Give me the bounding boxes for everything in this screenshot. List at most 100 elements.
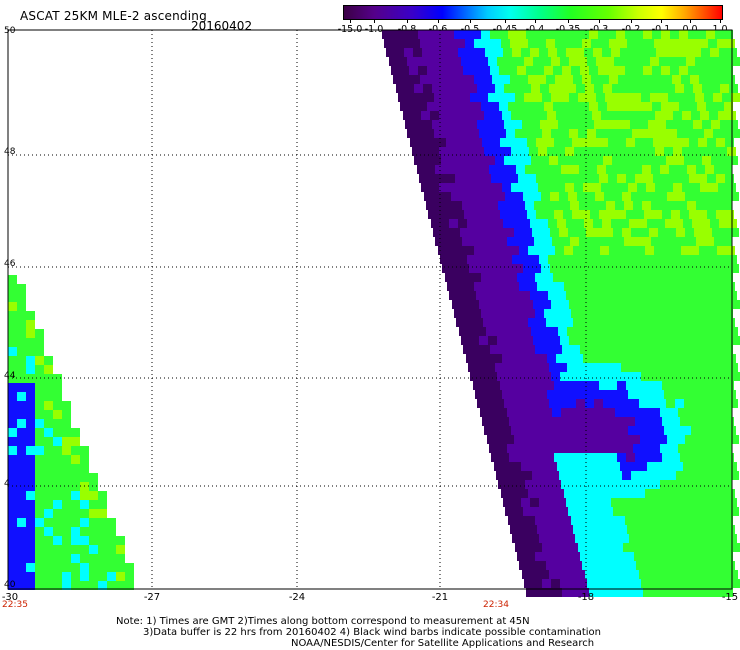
map-frame (7, 29, 733, 590)
wind-cell (53, 500, 62, 509)
wind-cell (549, 399, 558, 408)
wind-cell (507, 165, 516, 174)
wind-cell (646, 390, 655, 399)
wind-cell (601, 354, 610, 363)
wind-cell (8, 563, 17, 572)
wind-cell (494, 219, 503, 228)
wind-cell (62, 509, 71, 518)
wind-cell (690, 282, 699, 291)
wind-cell (98, 554, 107, 563)
wind-cell (449, 219, 458, 228)
wind-cell (510, 489, 519, 498)
wind-cell (631, 471, 640, 480)
wind-cell (617, 138, 626, 147)
wind-cell (708, 525, 717, 534)
wind-cell (596, 93, 605, 102)
wind-cell (607, 516, 616, 525)
wind-cell (526, 588, 535, 597)
wind-cell (26, 581, 35, 590)
wind-cell (71, 509, 80, 518)
wind-cell (62, 401, 71, 410)
wind-cell (525, 237, 534, 246)
wind-cell (470, 57, 479, 66)
wind-cell (641, 372, 650, 381)
wind-cell (441, 156, 450, 165)
wind-cell (590, 174, 599, 183)
wind-cell (637, 183, 646, 192)
wind-cell (550, 435, 559, 444)
wind-cell (503, 462, 512, 471)
wind-cell (541, 435, 550, 444)
wind-cell (98, 509, 107, 518)
wind-cell (402, 39, 411, 48)
wind-cell (463, 309, 472, 318)
wind-cell (608, 417, 617, 426)
wind-cell (715, 30, 724, 39)
wind-cell (514, 264, 523, 273)
wind-cell (658, 228, 667, 237)
wind-cell (531, 570, 540, 579)
wind-cell (567, 327, 576, 336)
wind-cell (466, 147, 475, 156)
wind-cell (414, 156, 423, 165)
wind-cell (635, 417, 644, 426)
wind-cell (679, 552, 688, 561)
wind-cell (421, 111, 430, 120)
wind-cell (464, 210, 473, 219)
wind-cell (641, 57, 650, 66)
wind-cell (468, 363, 477, 372)
lon-label-30: -30 (1, 592, 19, 603)
wind-cell (543, 444, 552, 453)
wind-cell (468, 327, 477, 336)
wind-cell (574, 390, 583, 399)
wind-cell (71, 437, 80, 446)
wind-cell (555, 489, 564, 498)
wind-cell (435, 165, 444, 174)
wind-cell (479, 372, 488, 381)
wind-cell (545, 174, 554, 183)
wind-cell (698, 417, 707, 426)
wind-cell (593, 255, 602, 264)
wind-cell (618, 525, 627, 534)
wind-cell (17, 554, 26, 563)
wind-cell (520, 426, 529, 435)
wind-cell (562, 345, 571, 354)
wind-cell (684, 156, 693, 165)
wind-cell (557, 534, 566, 543)
wind-cell (509, 417, 518, 426)
wind-cell (719, 48, 728, 57)
wind-cell (719, 498, 728, 507)
wind-cell (488, 300, 497, 309)
wind-cell (706, 588, 715, 597)
lon-label-27: -27 (143, 592, 161, 603)
wind-cell (638, 291, 647, 300)
wind-cell (659, 57, 668, 66)
wind-cell (716, 453, 725, 462)
wind-cell (471, 201, 480, 210)
wind-cell (592, 183, 601, 192)
wind-cell (494, 48, 503, 57)
wind-cell (577, 192, 586, 201)
wind-cell (703, 471, 712, 480)
wind-cell (439, 147, 448, 156)
wind-cell (696, 444, 705, 453)
wind-cell (654, 246, 663, 255)
wind-cell (668, 336, 677, 345)
wind-cell (26, 482, 35, 491)
wind-cell (578, 129, 587, 138)
wind-cell (497, 372, 506, 381)
wind-cell (699, 525, 708, 534)
wind-cell (691, 111, 700, 120)
wind-cell (431, 219, 440, 228)
wind-cell (569, 579, 578, 588)
wind-cell (517, 552, 526, 561)
wind-cell (539, 498, 548, 507)
wind-cell (615, 480, 624, 489)
lon-label-18: -18 (577, 592, 595, 603)
wind-cell (640, 435, 649, 444)
wind-cell (547, 111, 556, 120)
colorbar-tick (407, 20, 408, 23)
wind-cell (526, 552, 535, 561)
wind-cell (662, 417, 671, 426)
wind-cell (580, 345, 589, 354)
